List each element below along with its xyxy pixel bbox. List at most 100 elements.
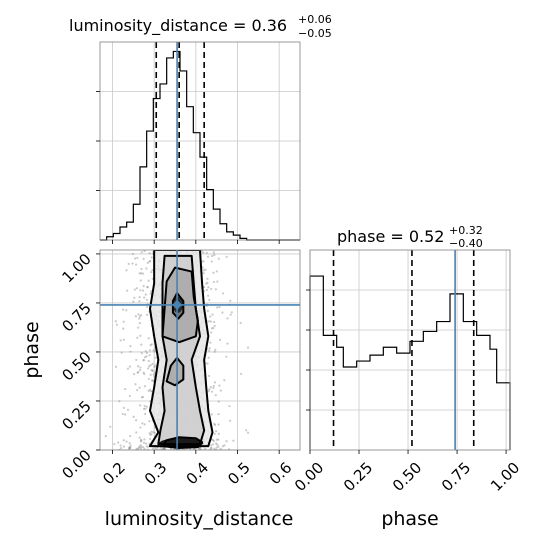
sample-point [129,350,132,353]
sample-point [214,348,217,351]
phase-x-tick-labels: 0.00 0.25 0.50 0.75 1.00 [291,459,523,495]
sample-point [138,317,141,320]
sample-point [212,251,215,254]
sample-point [225,440,228,443]
phase-ytick-label-3: 0.75 [58,299,94,335]
sample-point [159,446,162,449]
sample-point [228,448,231,450]
sample-point [208,347,211,350]
sample-point [132,300,135,303]
sample-point [151,447,154,450]
sample-point [125,269,128,272]
sample-point [210,260,213,263]
sample-point [226,317,229,320]
sample-point [148,353,151,357]
sample-point [147,337,150,340]
sample-point [246,431,250,434]
sample-point [148,432,151,435]
sample-point [230,311,233,314]
luminosity-distance-x-tick-labels: 0.2 0.3 0.4 0.5 0.6 [99,459,295,489]
sample-point [207,294,210,297]
phase-y-tick-labels: 0.00 0.25 0.50 0.75 1.00 [58,250,94,482]
sample-point [199,447,202,450]
phase-title-lower: −0.40 [449,237,483,250]
sample-point [147,279,150,282]
sample-point [208,388,211,391]
sample-point [206,362,209,365]
sample-point [207,320,211,323]
sample-point [143,356,147,359]
sample-point [143,404,146,408]
sample-point [122,327,125,330]
phase-ytick-label-1: 0.25 [58,397,94,433]
sample-point [211,443,215,446]
phase-quantile-lines [332,250,475,450]
sample-point [218,305,221,309]
sample-point [208,298,211,302]
sample-point [211,313,214,316]
sample-point [219,389,222,392]
ld-xtick-label-4: 0.6 [266,459,296,489]
sample-point [137,365,140,368]
sample-point [149,433,152,436]
sample-point [140,272,143,275]
2d-truth-marker [172,299,183,310]
sample-point [142,407,146,411]
sample-point [109,425,112,428]
phase-xtick-label-1: 0.25 [340,459,376,495]
sample-point [144,293,147,296]
sample-point [213,324,216,328]
sample-point [151,362,154,365]
sample-point [209,444,213,447]
sample-point [135,447,138,450]
sample-point [147,377,150,381]
sample-point [149,390,153,393]
phase-title-upper: +0.32 [449,224,483,237]
sample-point [141,395,144,399]
sample-point [217,423,220,426]
sample-point [117,441,120,444]
sample-point [213,350,216,353]
sample-point [137,326,140,329]
sample-point [128,394,131,398]
sample-point [135,263,138,266]
sample-point [210,327,213,330]
sample-point [138,300,141,303]
sample-point [145,267,148,270]
sample-point [128,446,131,450]
sample-point [147,367,150,370]
phase-marginal-panel: phase = 0.52 +0.32 −0.40 0.00 0.25 0.50 0.7… [291,224,523,495]
sample-point [201,266,204,269]
sample-point [153,350,157,353]
sample-point [139,279,142,282]
sample-point [202,260,205,263]
sample-point [212,271,215,274]
sample-point [148,420,151,423]
sample-point [142,359,145,362]
sample-point [217,413,220,416]
sample-point [208,349,211,352]
phase-marginal-frame [309,249,511,451]
sample-point [140,439,143,442]
sample-point [139,404,142,407]
sample-point [120,447,123,450]
sample-point [121,412,124,416]
sample-point [136,448,140,450]
luminosity-distance-title: luminosity_distance = 0.36 [69,16,287,36]
sample-point [150,430,153,433]
sample-point [210,447,213,450]
sample-point [138,296,141,299]
sample-point [204,447,207,450]
phase-x-axis-label: phase [381,508,438,530]
sample-point [239,321,242,325]
sample-point [136,336,139,339]
sample-point [225,355,228,358]
sample-point [206,309,209,312]
sample-point [148,388,152,391]
sample-point [202,269,206,272]
sample-point [213,422,216,425]
sample-point [140,438,143,442]
contour-level-2 [157,254,206,446]
sample-point [135,431,138,434]
sample-point [134,383,137,386]
